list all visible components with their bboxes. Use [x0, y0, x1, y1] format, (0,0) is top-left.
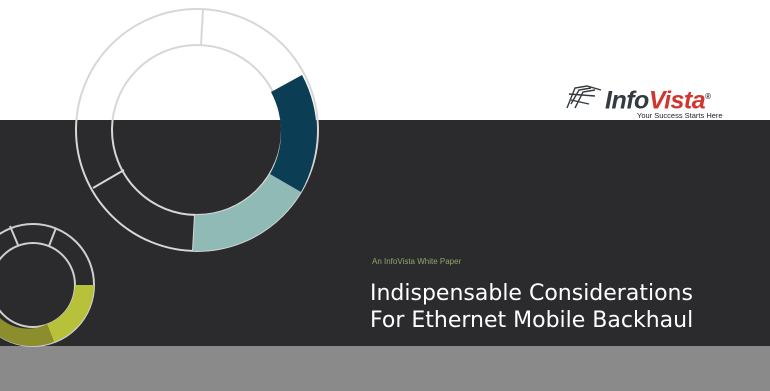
cover-title: Indispensable Considerations For Etherne… — [370, 280, 693, 334]
brand-wordmark: InfoVista® — [605, 82, 711, 115]
logo-mark-icon — [566, 85, 602, 109]
title-band — [0, 120, 770, 346]
brand-name-vista: Vista — [648, 86, 706, 115]
brand-tagline: Your Success Starts Here — [637, 111, 723, 120]
brand-name-info: Info — [605, 86, 649, 115]
cover-title-line1: Indispensable Considerations — [370, 281, 693, 306]
ring-segment-lime — [47, 285, 94, 342]
ring-segment-navy — [270, 75, 317, 192]
infovista-logo: InfoVista® Your Success Starts Here — [565, 84, 745, 124]
cover-kicker: An InfoVista White Paper — [372, 257, 462, 266]
registered-mark: ® — [705, 92, 711, 101]
footer-band — [0, 346, 770, 391]
ring-segment-teal — [193, 174, 301, 252]
header-band — [0, 0, 770, 120]
ring-segment-olive — [0, 318, 54, 347]
cover-title-line2: For Ethernet Mobile Backhaul — [370, 308, 694, 333]
